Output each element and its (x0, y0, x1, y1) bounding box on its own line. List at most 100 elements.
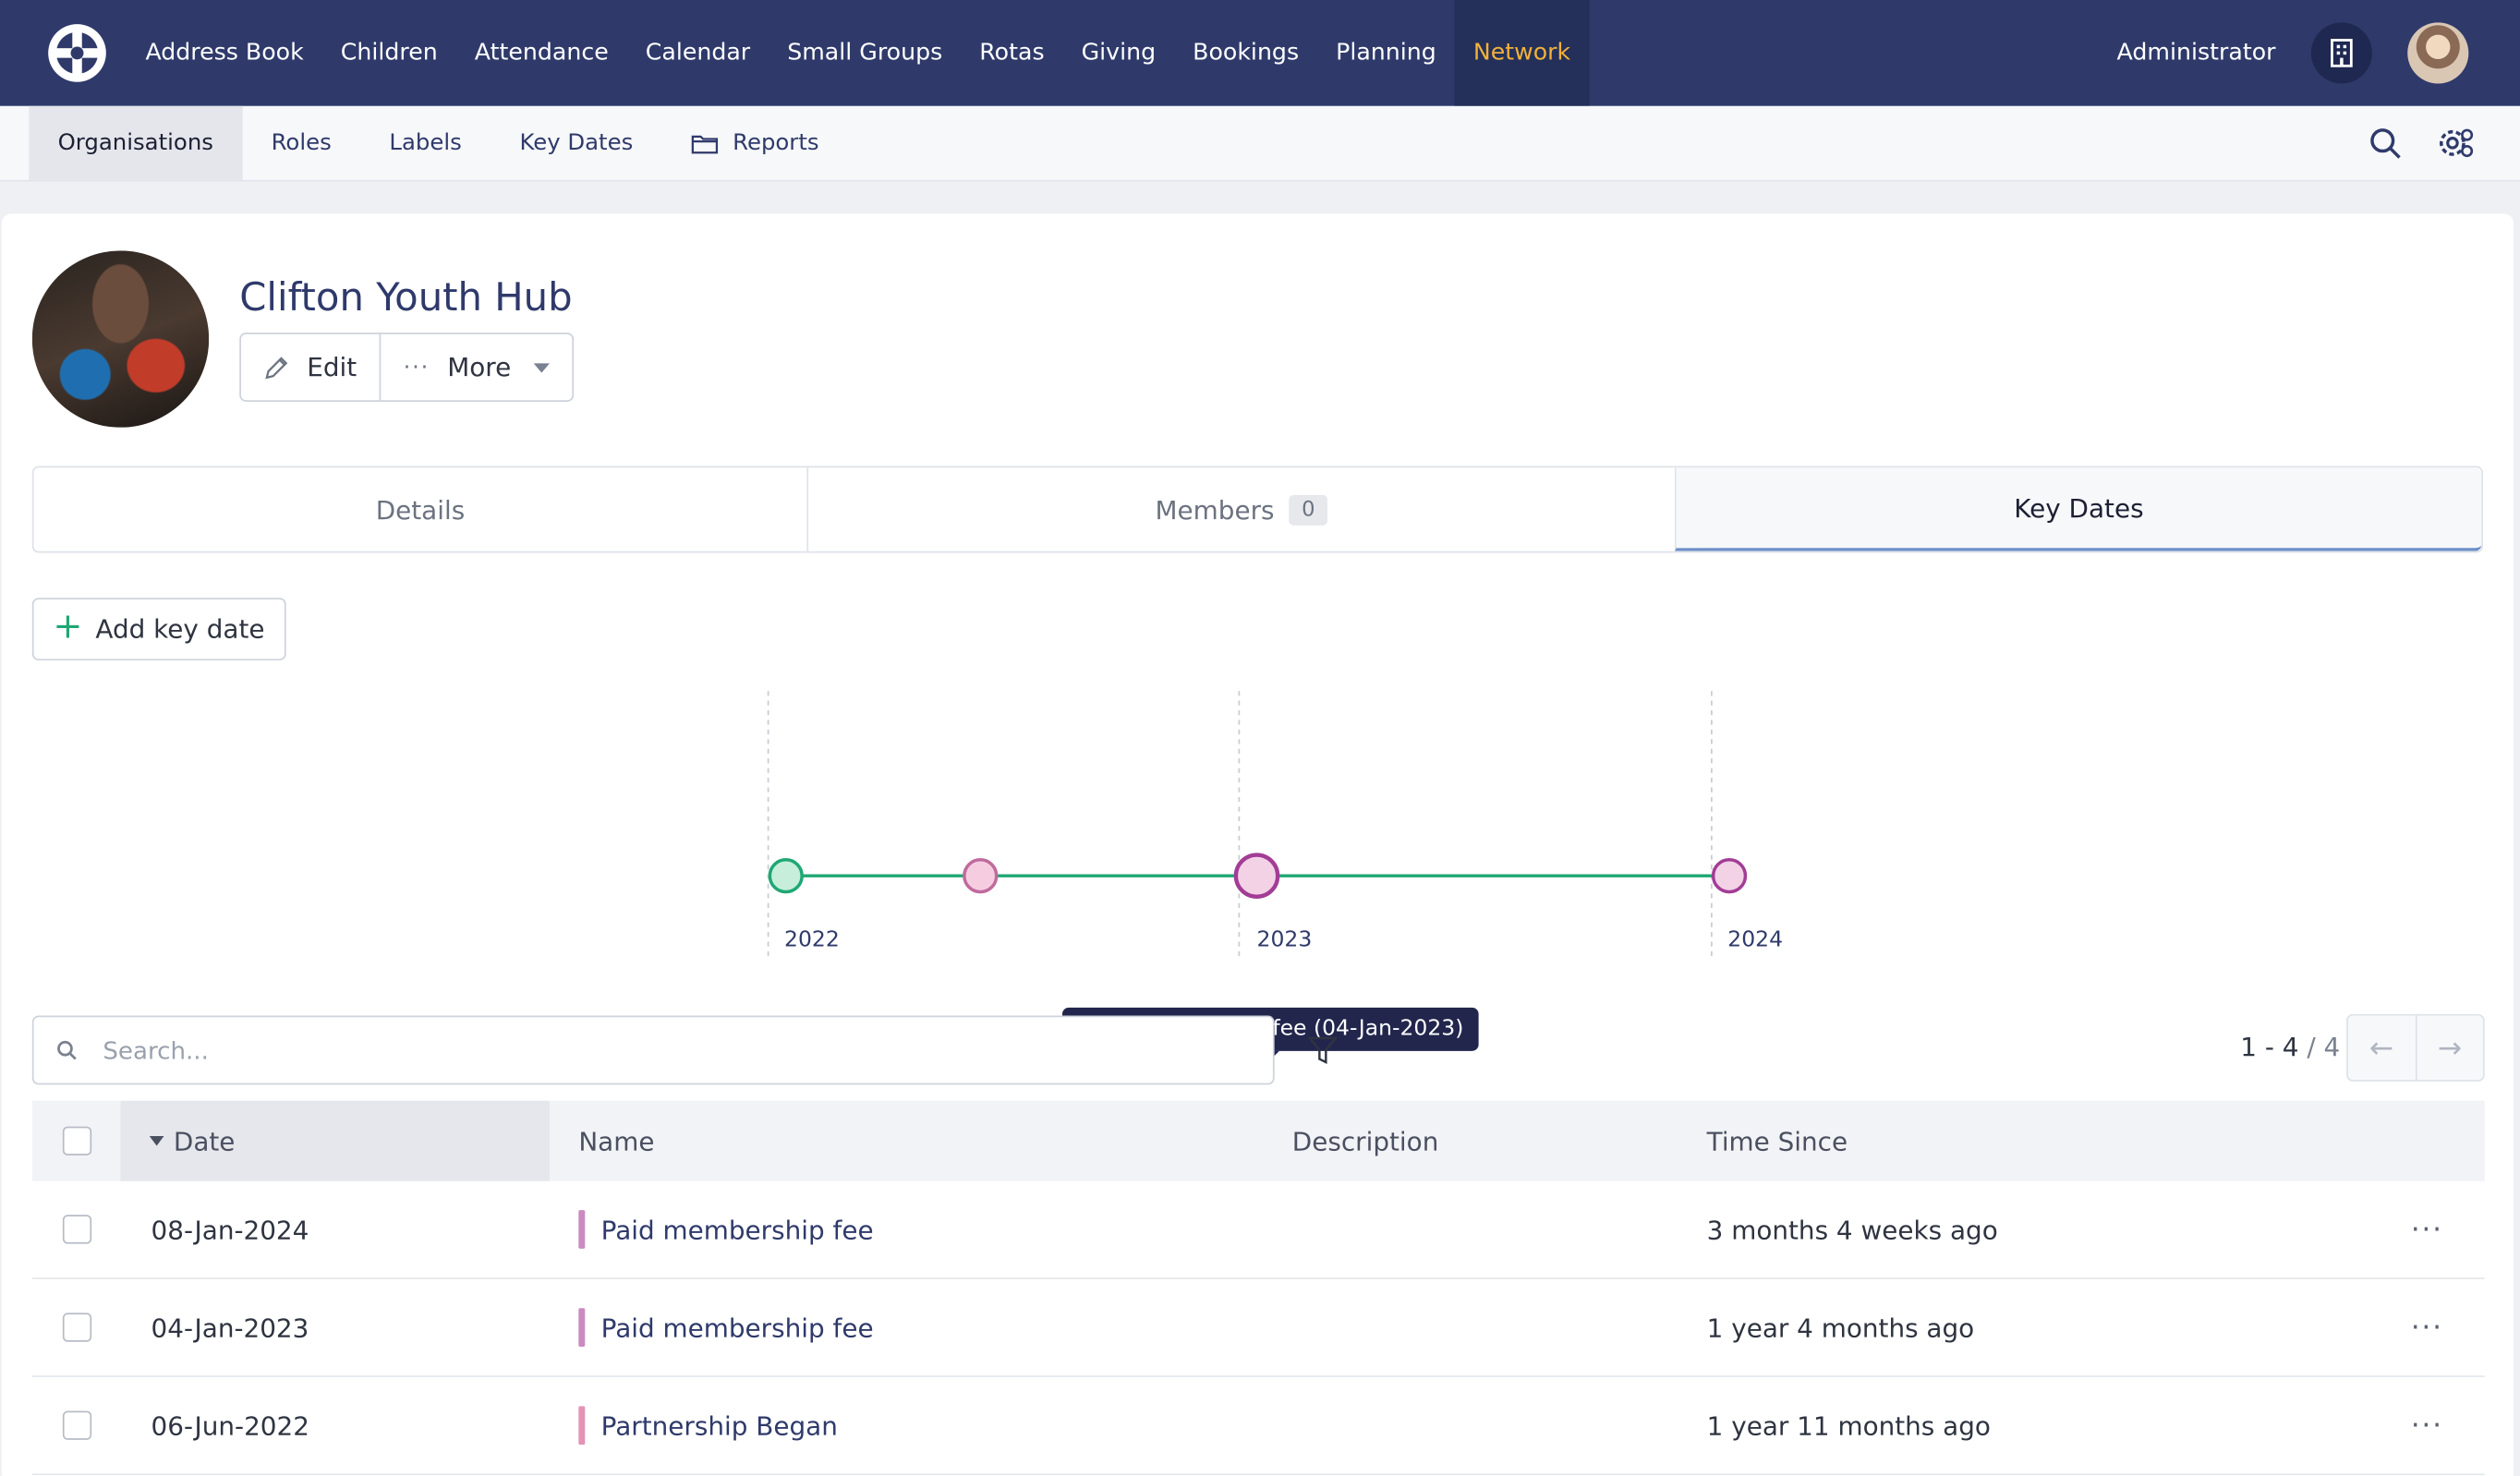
caret-down-icon (533, 362, 551, 372)
row-name-link[interactable]: Paid membership fee (578, 1210, 874, 1249)
pagination-controls: ← → (2346, 1013, 2485, 1082)
search-small-icon (57, 1040, 77, 1060)
row-name: Partnership Began (600, 1409, 838, 1441)
action-button-group: Edit ··· More (239, 333, 575, 402)
row-time-since: 1 year 4 months ago (1706, 1312, 1975, 1343)
nav-bookings[interactable]: Bookings (1193, 40, 1300, 67)
tab-details[interactable]: Details (34, 467, 807, 550)
row-more-actions-icon[interactable]: ··· (2410, 1408, 2443, 1443)
row-more-actions-icon[interactable]: ··· (2410, 1212, 2443, 1247)
search-icon[interactable] (2369, 127, 2401, 159)
user-area: Administrator (2117, 0, 2520, 106)
add-key-date-label: Add key date (95, 613, 265, 645)
arrow-right-icon: → (2437, 1031, 2463, 1065)
plus-icon: + (53, 606, 83, 647)
tab-details-label: Details (375, 493, 466, 526)
tab-key-dates[interactable]: Key Dates (1674, 467, 2482, 551)
pagination-range: 1 - 4 (2240, 1031, 2299, 1063)
table-row[interactable]: 04-Jan-2023 Paid membership fee 1 year 4… (31, 1279, 2485, 1378)
row-checkbox[interactable] (62, 1410, 92, 1440)
filter-icon[interactable] (1306, 1034, 1339, 1065)
row-date: 06-Jun-2022 (151, 1409, 309, 1441)
row-more-actions-icon[interactable]: ··· (2410, 1310, 2443, 1345)
folder-icon (691, 134, 718, 153)
year-label-2024: 2024 (1727, 926, 1784, 953)
pagination-total: / 4 (2307, 1031, 2341, 1063)
settings-gear-icon[interactable] (2437, 126, 2476, 161)
more-button-label: More (447, 352, 512, 383)
subnav-reports[interactable]: Reports (662, 106, 848, 180)
timeline-marker-fee-2023[interactable] (1233, 853, 1280, 899)
row-name-link[interactable]: Partnership Began (578, 1406, 838, 1446)
year-label-2022: 2022 (784, 926, 840, 953)
subnav-roles[interactable]: Roles (271, 129, 332, 156)
table-header: Date Name Description Time Since (31, 1100, 2485, 1181)
tab-members[interactable]: Members 0 (806, 467, 1674, 551)
row-name-link[interactable]: Paid membership fee (578, 1308, 874, 1347)
more-button[interactable]: ··· More (379, 333, 573, 401)
key-dates-timeline: Paid membership fee (04-Jan-2023) 2022 2… (2, 680, 2514, 1061)
date-column-header[interactable]: Date (120, 1100, 551, 1181)
top-navigation: Address Book Children Attendance Calenda… (0, 0, 2520, 106)
members-count-badge: 0 (1289, 493, 1328, 526)
app-logo-icon[interactable] (46, 22, 107, 83)
previous-page-button[interactable]: ← (2348, 1016, 2415, 1081)
label-color-bar (578, 1210, 586, 1249)
building-icon (2331, 39, 2353, 67)
row-name: Paid membership fee (600, 1214, 874, 1245)
nav-calendar[interactable]: Calendar (645, 40, 751, 67)
next-page-button[interactable]: → (2415, 1015, 2483, 1081)
table-row[interactable]: 06-Jun-2022 Partnership Began 1 year 11 … (31, 1377, 2485, 1476)
organisation-switcher-button[interactable] (2310, 22, 2372, 84)
nav-network[interactable]: Network (1454, 0, 1590, 106)
select-all-checkbox[interactable] (62, 1126, 92, 1155)
table-row[interactable]: 08-Jan-2024 Paid membership fee 3 months… (31, 1181, 2485, 1279)
label-color-bar (578, 1406, 586, 1446)
timeline-marker-fee-2024[interactable] (1711, 858, 1748, 894)
nav-planning[interactable]: Planning (1336, 40, 1436, 67)
timeline-marker-partnership[interactable] (963, 858, 999, 894)
name-column-header[interactable]: Name (578, 1125, 655, 1156)
row-time-since: 1 year 11 months ago (1706, 1409, 1991, 1441)
nav-small-groups[interactable]: Small Groups (787, 40, 943, 67)
subnav-organisations[interactable]: Organisations (29, 105, 243, 180)
timeline-graphic (767, 691, 1748, 962)
pagination-summary: 1 - 4 / 4 (2240, 1032, 2340, 1062)
organisation-avatar (31, 250, 210, 428)
pencil-icon (265, 356, 288, 379)
nav-children[interactable]: Children (340, 40, 438, 67)
user-avatar[interactable] (2407, 22, 2469, 84)
search-input[interactable] (103, 1035, 1196, 1065)
subnav-key-dates[interactable]: Key Dates (519, 129, 634, 156)
nav-giving[interactable]: Giving (1081, 40, 1157, 67)
organisation-card: Clifton Youth Hub Edit ··· More Details (1, 213, 2514, 1476)
year-label-2023: 2023 (1256, 926, 1313, 953)
row-checkbox[interactable] (62, 1313, 92, 1342)
timeline-marker-start[interactable] (768, 858, 804, 894)
date-header-label: Date (173, 1125, 236, 1156)
page-title: Clifton Youth Hub (239, 274, 573, 321)
arrow-left-icon: ← (2369, 1031, 2394, 1065)
search-box (31, 1015, 1275, 1085)
edit-button-label: Edit (307, 352, 357, 383)
tab-key-dates-label: Key Dates (2014, 492, 2144, 524)
nav-address-book[interactable]: Address Book (145, 40, 304, 67)
row-checkbox[interactable] (62, 1215, 92, 1244)
user-role-label[interactable]: Administrator (2116, 40, 2276, 67)
subnav-labels[interactable]: Labels (389, 129, 462, 156)
nav-rotas[interactable]: Rotas (979, 40, 1045, 67)
row-date: 08-Jan-2024 (151, 1214, 309, 1245)
add-key-date-button[interactable]: + Add key date (31, 598, 286, 661)
edit-button[interactable]: Edit (241, 334, 380, 400)
time-since-column-header[interactable]: Time Since (1706, 1125, 1848, 1156)
key-dates-table: Date Name Description Time Since 08-Jan-… (31, 1100, 2485, 1476)
description-column-header[interactable]: Description (1291, 1125, 1439, 1156)
row-name: Paid membership fee (600, 1312, 874, 1343)
row-date: 04-Jan-2023 (151, 1312, 309, 1343)
nav-attendance[interactable]: Attendance (474, 40, 609, 67)
subnav-reports-label: Reports (733, 129, 819, 156)
row-time-since: 3 months 4 weeks ago (1706, 1214, 1998, 1245)
sub-navigation: Organisations Roles Labels Key Dates Rep… (0, 105, 2520, 182)
organisation-tabs: Details Members 0 Key Dates (31, 466, 2483, 553)
subnav-tools (2369, 106, 2475, 180)
